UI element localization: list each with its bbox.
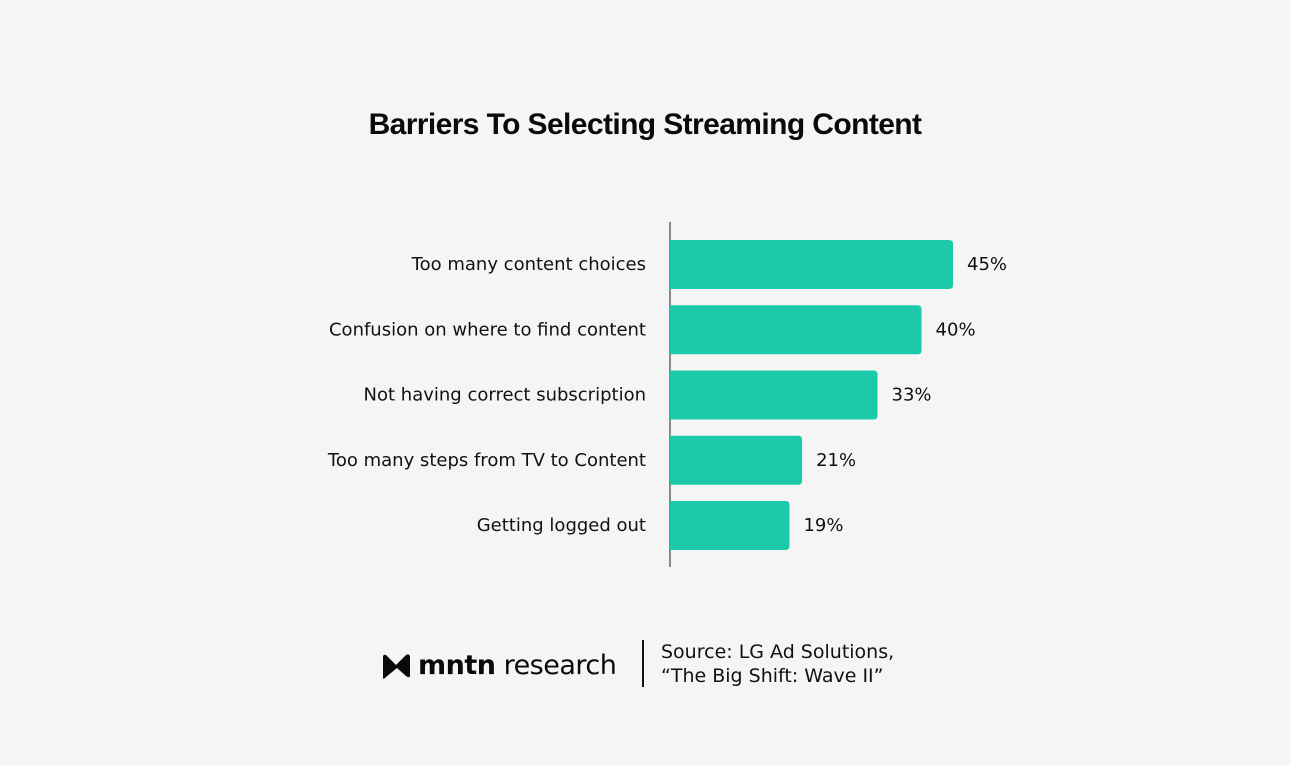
- bar-1: [670, 240, 953, 289]
- source-line-1: Source: LG Ad Solutions,: [661, 641, 895, 663]
- category-label-5: Getting logged out: [477, 515, 646, 536]
- bar-3: [670, 370, 878, 420]
- value-label-3: 33%: [892, 385, 932, 406]
- bar-5: [670, 501, 790, 550]
- category-label-2: Confusion on where to find content: [329, 319, 646, 340]
- source-citation: Source: LG Ad Solutions, “The Big Shift:…: [661, 640, 894, 688]
- category-label-3: Not having correct subscription: [364, 385, 646, 406]
- value-label-5: 19%: [803, 515, 843, 536]
- bar-2: [670, 305, 922, 355]
- brand-name: mntn: [418, 650, 496, 681]
- value-label-4: 21%: [816, 450, 856, 471]
- brand-logo: mntn research: [382, 650, 617, 681]
- value-labels-group: 45% 40% 33% 21% 19%: [803, 254, 1007, 536]
- source-line-2: “The Big Shift: Wave II”: [661, 665, 884, 687]
- mntn-logo-icon: [383, 653, 410, 679]
- footer-divider: [642, 640, 644, 687]
- bars-group: [670, 240, 953, 550]
- category-label-4: Too many steps from TV to Content: [327, 450, 646, 471]
- brand-wordmark: mntn research: [418, 650, 617, 681]
- bar-4: [670, 435, 803, 485]
- value-label-2: 40%: [936, 319, 976, 340]
- chart-title: Barriers To Selecting Streaming Content: [368, 108, 922, 141]
- category-label-1: Too many content choices: [411, 254, 646, 275]
- brand-suffix: research: [495, 650, 617, 681]
- footer: mntn research Source: LG Ad Solutions, “…: [0, 638, 1290, 690]
- category-labels-group: Too many content choices Confusion on whe…: [327, 254, 646, 536]
- value-label-1: 45%: [967, 254, 1007, 275]
